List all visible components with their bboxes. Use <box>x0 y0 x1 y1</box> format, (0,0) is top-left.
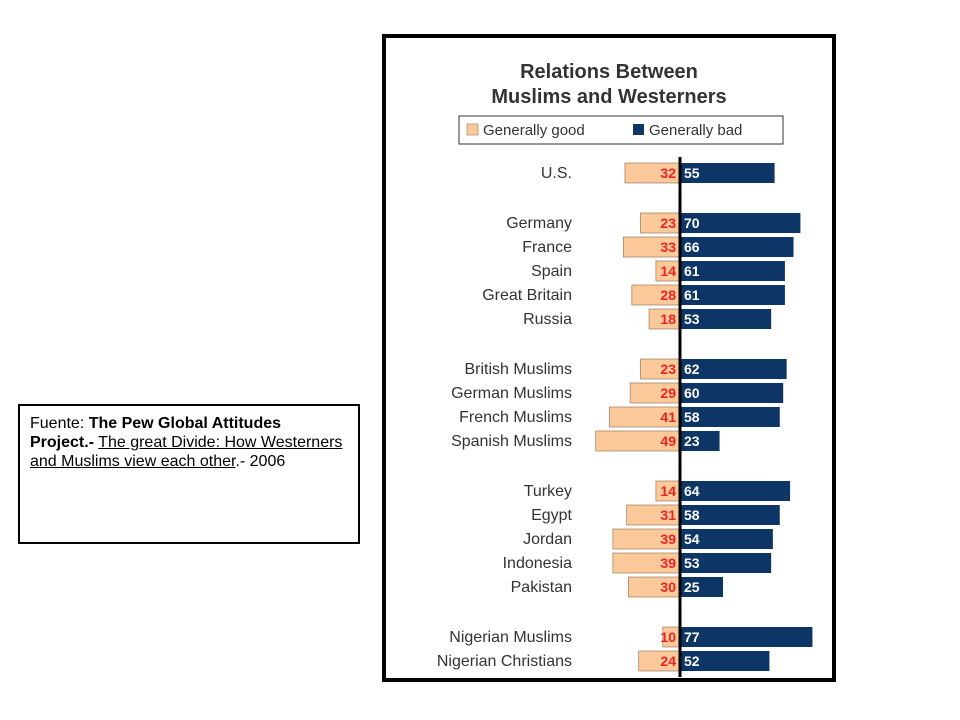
source-organization: The Pew Global Attitudes Project.- <box>30 415 282 451</box>
category-label: Egypt <box>531 507 572 524</box>
legend-swatch-bad <box>633 124 644 135</box>
data-label-good: 14 <box>660 263 676 279</box>
data-label-bad: 54 <box>684 531 700 547</box>
legend-label-bad: Generally bad <box>649 122 742 139</box>
category-label: Russia <box>523 311 572 328</box>
data-label-bad: 53 <box>684 555 700 571</box>
data-label-bad: 66 <box>684 239 700 255</box>
source-report-title: The great Divide: How Westerners and Mus… <box>30 434 343 470</box>
source-citation-box: Fuente: The Pew Global Attitudes Project… <box>18 404 360 544</box>
data-label-good: 33 <box>660 239 676 255</box>
data-label-good: 18 <box>660 311 676 327</box>
category-label: Jordan <box>523 531 572 548</box>
legend-label-good: Generally good <box>483 122 585 139</box>
category-label: French Muslims <box>459 409 572 426</box>
category-label: Turkey <box>524 483 572 500</box>
data-label-bad: 58 <box>684 507 700 523</box>
bar-generally-bad <box>680 213 801 233</box>
bar-generally-bad <box>680 627 813 647</box>
bar-generally-bad <box>680 261 785 281</box>
data-label-bad: 53 <box>684 311 700 327</box>
bar-generally-bad <box>680 237 794 257</box>
bar-generally-bad <box>680 529 773 549</box>
bar-generally-bad <box>680 577 723 597</box>
category-label: Spain <box>531 263 572 280</box>
category-label: Spanish Muslims <box>451 433 572 450</box>
data-label-good: 29 <box>660 385 676 401</box>
data-label-good: 14 <box>660 483 676 499</box>
bar-generally-bad <box>680 651 770 671</box>
data-label-good: 41 <box>660 409 676 425</box>
bar-generally-bad <box>680 163 775 183</box>
bar-generally-bad <box>680 407 780 427</box>
chart-title-line: Muslims and Westerners <box>491 86 726 108</box>
bar-generally-bad <box>680 553 772 573</box>
bar-generally-bad <box>680 285 785 305</box>
chart-frame: Relations Between Muslims and Westerners G… <box>382 34 836 682</box>
data-label-bad: 77 <box>684 629 700 645</box>
data-label-bad: 61 <box>684 287 700 303</box>
bar-generally-bad <box>680 383 784 403</box>
data-label-bad: 62 <box>684 361 700 377</box>
category-label: Nigerian Christians <box>437 653 572 670</box>
chart-svg: Relations Between Muslims and Westerners G… <box>437 61 813 677</box>
source-prefix: Fuente: <box>30 415 89 432</box>
bar-generally-bad <box>680 431 720 451</box>
data-label-good: 24 <box>660 653 676 669</box>
data-label-bad: 60 <box>684 385 700 401</box>
data-label-good: 23 <box>660 361 676 377</box>
category-label: German Muslims <box>451 385 572 402</box>
data-label-good: 10 <box>660 629 676 645</box>
data-label-good: 30 <box>660 579 676 595</box>
category-label: British Muslims <box>464 361 572 378</box>
data-label-bad: 70 <box>684 215 700 231</box>
bar-generally-bad <box>680 481 791 501</box>
category-label: Germany <box>506 215 572 232</box>
legend-swatch-good <box>466 123 479 136</box>
source-year: .- 2006 <box>235 453 286 470</box>
bar-generally-bad <box>680 309 772 329</box>
bar-generally-bad <box>680 505 780 525</box>
data-label-good: 28 <box>660 287 676 303</box>
category-label: U.S. <box>541 165 572 182</box>
data-label-good: 39 <box>660 555 676 571</box>
data-label-bad: 25 <box>684 579 700 595</box>
category-label: Nigerian Muslims <box>449 629 572 646</box>
legend-box <box>458 115 784 145</box>
data-label-good: 31 <box>660 507 676 523</box>
category-label: Pakistan <box>511 579 572 596</box>
category-label: Great Britain <box>482 287 572 304</box>
data-label-good: 39 <box>660 531 676 547</box>
data-label-bad: 64 <box>684 483 700 499</box>
category-label: France <box>522 239 572 256</box>
data-label-bad: 52 <box>684 653 700 669</box>
data-label-bad: 23 <box>684 433 700 449</box>
data-label-bad: 55 <box>684 165 700 181</box>
bar-generally-bad <box>680 359 787 379</box>
data-label-good: 49 <box>660 433 676 449</box>
category-label: Indonesia <box>503 555 572 572</box>
data-label-good: 23 <box>660 215 676 231</box>
data-label-bad: 61 <box>684 263 700 279</box>
chart-title-line: Relations Between <box>520 61 698 83</box>
data-label-bad: 58 <box>684 409 700 425</box>
data-label-good: 32 <box>660 165 676 181</box>
